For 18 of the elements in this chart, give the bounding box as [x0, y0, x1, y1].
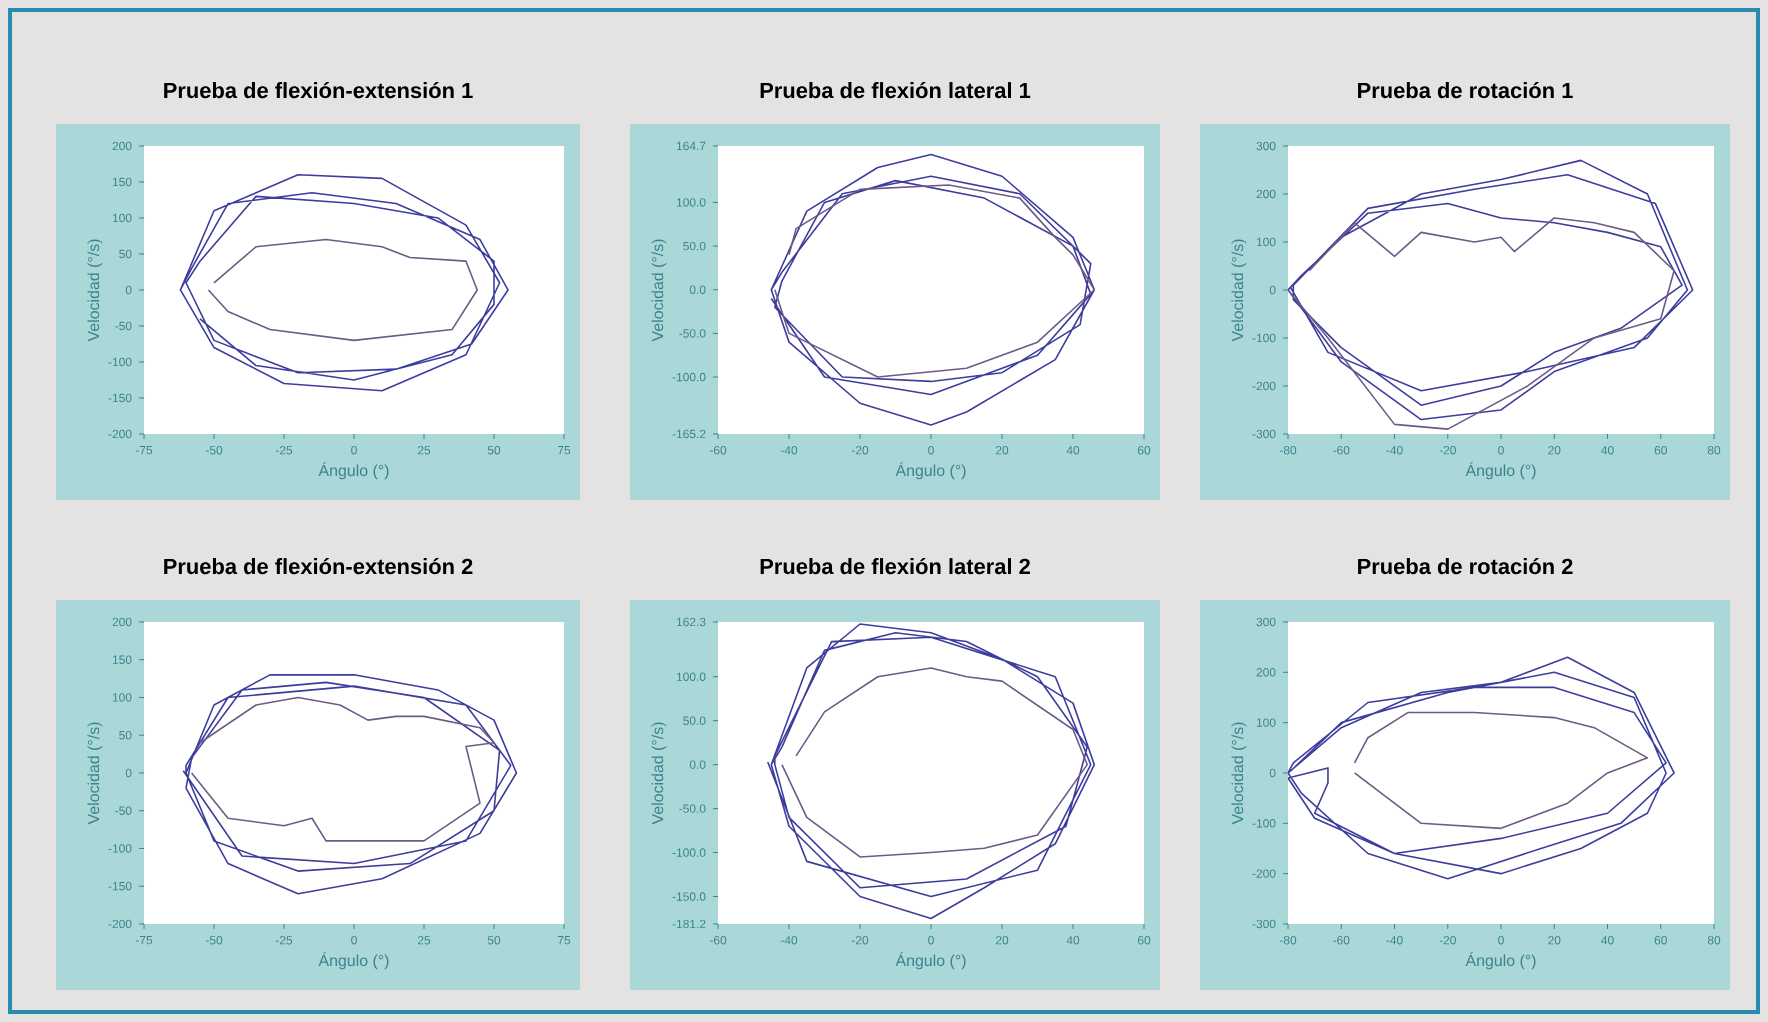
line-series: [1288, 159, 1694, 421]
line-series: [766, 623, 1096, 920]
chart-title: Prueba de flexión-extensión 1: [164, 81, 473, 99]
line-series: [1288, 656, 1675, 880]
chart-title: Prueba de flexión lateral 1: [760, 81, 1031, 99]
line-series: [770, 153, 1096, 426]
line-series: [182, 674, 518, 895]
line-series: [1288, 217, 1675, 430]
chart-title: Prueba de rotación 2: [1358, 557, 1573, 575]
chart-title: Prueba de rotación 1: [1358, 81, 1573, 99]
line-series: [774, 184, 1096, 378]
chart-title: Prueba de flexión lateral 2: [760, 557, 1030, 575]
line-series: [190, 696, 495, 842]
line-series: [1353, 711, 1649, 830]
line-series: [207, 238, 478, 342]
line-series: [179, 173, 509, 392]
chart-title: Prueba de flexión-extensión 2: [164, 557, 473, 575]
line-series: [781, 667, 1089, 858]
